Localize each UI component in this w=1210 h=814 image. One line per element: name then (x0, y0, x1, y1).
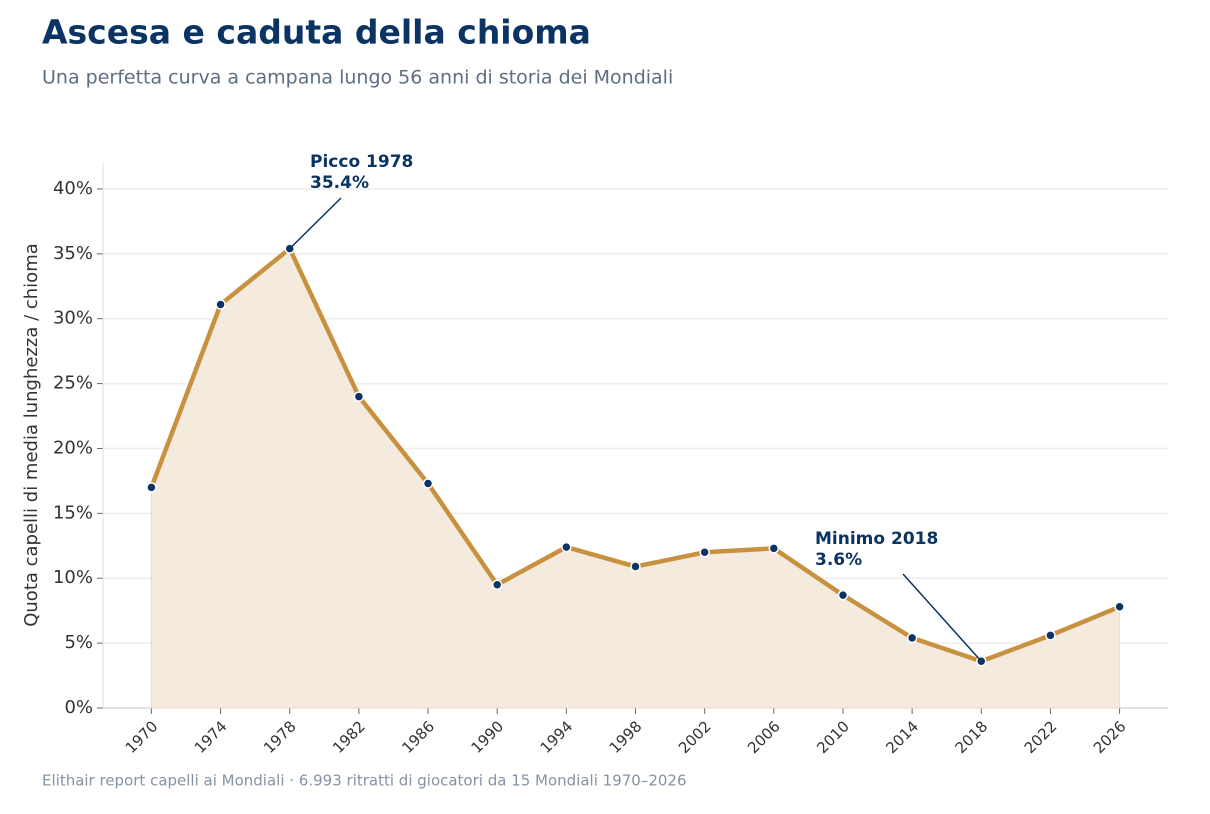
y-axis-label: Quota capelli di media lunghezza / chiom… (21, 243, 42, 627)
x-tick-label: 2014 (882, 717, 922, 757)
annotation-value: 35.4% (310, 173, 369, 193)
point (699, 547, 710, 558)
x-tick-label: 1974 (191, 717, 231, 757)
point (1114, 601, 1125, 613)
x-tick-label: 1970 (122, 717, 162, 757)
x-tick-label: 1978 (260, 717, 300, 757)
annotation-value: 3.6% (815, 550, 862, 570)
point (768, 543, 780, 554)
x-tick-label: 2022 (1021, 717, 1061, 757)
point (561, 541, 572, 553)
point (146, 482, 157, 493)
point (906, 632, 918, 644)
point (1045, 630, 1056, 641)
point (422, 478, 434, 489)
x-tick-label: 1986 (398, 717, 438, 757)
y-tick-label: 10% (53, 567, 93, 588)
x-tick-label: 1990 (467, 717, 507, 757)
y-tick-label: 35% (53, 243, 93, 264)
y-tick-label: 0% (64, 697, 93, 718)
annotation-title: Picco 1978 (310, 152, 413, 172)
point (215, 299, 226, 310)
x-tick-label: 2026 (1090, 717, 1130, 757)
point (353, 391, 365, 402)
x-tick-label: 1994 (537, 717, 577, 757)
y-tick-label: 40% (53, 178, 93, 199)
chart-title: Ascesa e caduta della chioma (42, 13, 591, 52)
x-tick-label: 1998 (606, 717, 646, 757)
y-tick-label: 20% (53, 437, 93, 458)
annotation-arrow (902, 573, 982, 662)
point (491, 579, 503, 590)
annotation-arrow (289, 197, 342, 250)
x-tick-label: 2002 (675, 717, 715, 757)
x-tick-label: 2006 (744, 717, 784, 757)
source-note: Elithair report capelli ai Mondiali · 6.… (42, 772, 687, 790)
x-tick-label: 2018 (952, 717, 992, 757)
chart-subtitle: Una perfetta curva a campana lungo 56 an… (42, 67, 673, 89)
x-tick-label: 2010 (813, 717, 853, 757)
area (150, 247, 1121, 709)
x-tick-label: 1982 (329, 717, 369, 757)
annotation-title: Minimo 2018 (815, 529, 938, 549)
y-tick-label: 30% (53, 308, 93, 329)
y-tick-label: 5% (64, 632, 93, 653)
y-tick-label: 25% (53, 373, 93, 394)
point (630, 561, 641, 572)
y-tick-label: 15% (53, 502, 93, 523)
point (837, 589, 849, 601)
